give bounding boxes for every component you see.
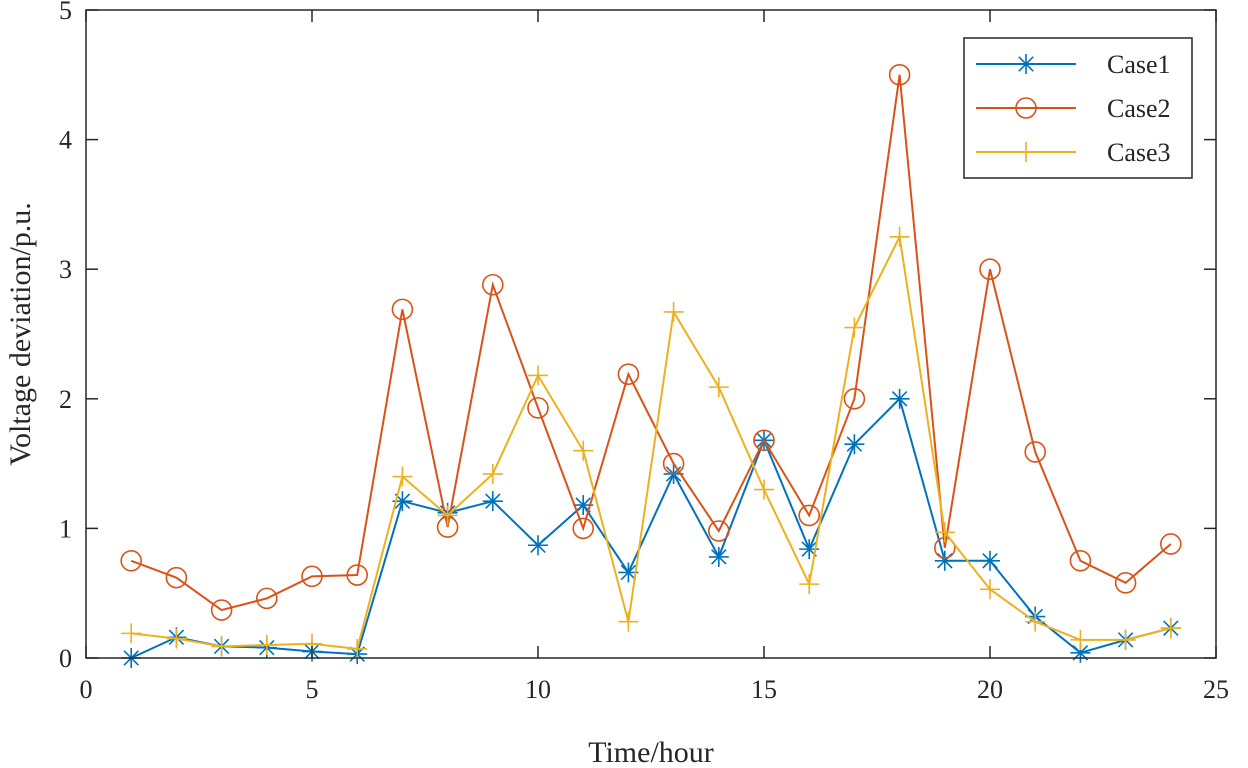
data-point (844, 434, 865, 455)
y-axis-title: Voltage deviation/p.u. (4, 202, 37, 466)
data-point (889, 226, 910, 247)
data-point (980, 550, 1000, 571)
data-point (798, 504, 821, 527)
data-point (979, 258, 1001, 281)
data-point (256, 635, 277, 656)
data-point (392, 466, 413, 487)
legend-item-case3: Case3 (976, 138, 1171, 167)
data-point (255, 587, 278, 610)
data-point (482, 463, 503, 484)
y-tick-label: 1 (59, 514, 72, 543)
data-point (1114, 572, 1137, 594)
data-point (481, 273, 504, 296)
y-tick-label: 2 (59, 385, 72, 414)
x-tick-label: 5 (306, 675, 319, 704)
x-tick-label: 20 (977, 675, 1003, 704)
data-point (1160, 533, 1182, 555)
data-point (166, 628, 187, 649)
data-point (888, 64, 911, 86)
plot-frame (85, 9, 1217, 659)
legend-item-case1: Case1 (976, 50, 1171, 79)
y-tick-label: 5 (59, 0, 72, 25)
series-layer (120, 64, 1182, 668)
data-point (753, 429, 775, 452)
axis-layer: 0 5 10 15 20 25 0 1 2 3 4 5 (59, 0, 1229, 704)
data-point (121, 623, 142, 644)
data-point (482, 491, 503, 512)
legend-marker (1016, 54, 1036, 74)
x-tick-label: 0 (80, 675, 93, 704)
data-point (708, 377, 729, 398)
data-point (347, 638, 368, 659)
data-point (391, 298, 414, 321)
data-point (1070, 629, 1091, 650)
data-point (572, 517, 595, 540)
legend-label: Case3 (1107, 138, 1171, 167)
data-point (165, 566, 188, 589)
x-tick-label: 15 (751, 675, 777, 704)
data-point (211, 636, 232, 657)
series-case1 (121, 388, 1181, 668)
data-point (708, 546, 729, 567)
legend-label: Case2 (1107, 94, 1171, 123)
data-point (1160, 618, 1181, 639)
data-point (754, 479, 774, 500)
y-tick-label: 4 (59, 126, 72, 155)
data-point (934, 550, 955, 571)
data-point (889, 388, 910, 409)
data-point (980, 579, 1000, 600)
y-tick-label: 0 (59, 644, 72, 673)
data-point (1025, 611, 1046, 632)
series-case2 (120, 64, 1182, 621)
data-point (573, 440, 594, 461)
data-point (617, 363, 640, 385)
x-axis-title: Time/hour (588, 736, 714, 768)
data-point (346, 564, 369, 586)
legend-label: Case1 (1107, 50, 1171, 79)
data-point (1069, 549, 1092, 572)
data-point (210, 599, 233, 621)
series-line (131, 233, 1172, 651)
legend-marker (1015, 97, 1037, 119)
data-point (528, 535, 548, 556)
x-tick-label: 25 (1203, 675, 1229, 704)
data-point (527, 397, 549, 419)
data-point (707, 520, 730, 542)
data-point (934, 522, 955, 543)
series-line (130, 396, 1172, 659)
series-case3 (121, 226, 1181, 659)
data-point (843, 387, 866, 410)
data-point (662, 452, 685, 475)
legend: Case1 Case2 Case3 (963, 37, 1193, 179)
data-point (120, 549, 142, 572)
series-line (130, 74, 1172, 612)
data-point (844, 317, 865, 338)
data-point (1024, 441, 1046, 463)
data-point (437, 505, 458, 526)
data-point (799, 574, 820, 595)
y-tick-label: 3 (59, 255, 72, 284)
data-point (1115, 629, 1136, 650)
data-point (618, 611, 639, 632)
legend-item-case2: Case2 (976, 94, 1171, 123)
data-point (528, 365, 548, 386)
x-tick-label: 10 (525, 675, 551, 704)
data-point (301, 565, 323, 588)
legend-marker (1016, 142, 1036, 162)
data-point (663, 301, 684, 322)
